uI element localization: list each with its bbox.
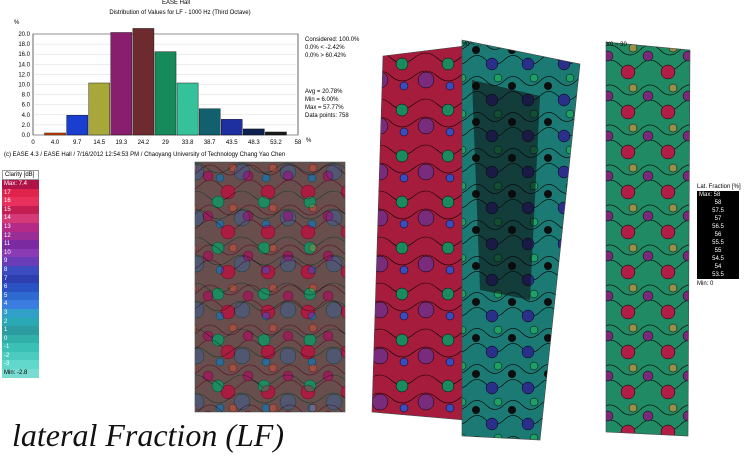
histogram-bar (265, 131, 287, 136)
clarity-scale-level: 2 (2, 317, 39, 327)
lf-color-scale: Lat. Fraction [%] Max: 58 58 57.5 57 56.5 56… (697, 184, 741, 288)
lf-scale-level: 55 (697, 247, 739, 255)
clarity-scale-level: 16 (2, 197, 39, 206)
lf-scale-level: 54.5 (697, 255, 739, 263)
copyright-footer: (c) EASE 4.3 / EASE Hall / 7/16/2012 12:… (4, 152, 286, 158)
histogram-bar (44, 132, 66, 136)
histogram-x-tick: 58 (295, 140, 302, 146)
figure-caption: lateral Fraction (LF) (12, 417, 284, 453)
clarity-scale-max: Max: 7.4 (2, 180, 39, 189)
clarity-color-scale: Clarity [dB] Max: 7.4 17 16 15 14 13 12 11 10 9 8… (2, 170, 39, 378)
histogram-x-tick: 4.0 (51, 140, 60, 146)
lf-scale-level: 53.5 (697, 271, 739, 279)
histogram-y-tick: 10.0 (18, 83, 30, 89)
clarity-scale-level: 13 (2, 222, 39, 232)
histogram-x-tick: 33.8 (182, 140, 194, 146)
clarity-scale-level: 9 (2, 257, 39, 266)
clarity-scale-level: 4 (2, 300, 39, 309)
histogram-x-tick: 0 (31, 140, 35, 146)
histogram-y-unit: % (14, 20, 20, 26)
panel-label-a: Y0 ~ ... (462, 42, 482, 48)
contour-panel-side-a (371, 45, 466, 421)
clarity-scale-level: 5 (2, 291, 39, 301)
lf-scale-max: Max: 58 (697, 191, 739, 199)
clarity-scale-level: 12 (2, 231, 39, 241)
clarity-scale-level: 10 (2, 248, 39, 258)
histogram-y-tick: 14.0 (18, 62, 30, 68)
contour-panel-side-c (605, 41, 691, 437)
clarity-scale-min: Min: -2.8 (2, 369, 39, 378)
lf-scale-level: 57 (697, 215, 739, 223)
panel-label-b: Y0 ~ 30 (606, 42, 628, 48)
histogram-bar (243, 128, 265, 136)
stat-min: Min = 6.00% (305, 97, 339, 103)
contour-panel-side-b (461, 39, 581, 441)
histogram-y-tick: 0.0 (22, 133, 31, 139)
contour-panel-floor (194, 161, 346, 413)
histogram-title: Distribution of Values for LF - 1000 Hz … (109, 10, 251, 16)
stat-max: Max = 57.77% (305, 105, 344, 111)
histogram-y-tick: 20.0 (18, 32, 30, 38)
clarity-scale-level: 1 (2, 326, 39, 335)
histogram-window-title: EASE Hall (162, 0, 191, 6)
histogram-bar (176, 82, 199, 136)
histogram-stats: Considered: 100.0% 0.0% < -2.42% 0.0% > … (305, 36, 359, 60)
stat-above: 0.0% > 60.42% (305, 53, 346, 59)
histogram-y-tick: 4.0 (22, 113, 31, 119)
lf-scale-level: 56.5 (697, 223, 739, 231)
histogram-x-tick: 48.3 (248, 140, 260, 146)
lf-scale-header: Lat. Fraction [%] (697, 184, 741, 190)
clarity-scale-level: -3 (2, 360, 39, 370)
stat-below: 0.0% < -2.42% (305, 45, 345, 51)
clarity-scale-level: 14 (2, 214, 39, 223)
histogram-bar (132, 28, 155, 136)
histogram-y-tick: 2.0 (22, 123, 31, 129)
clarity-scale-level: 11 (2, 240, 39, 249)
stat-avg: Avg = 20.78% (305, 89, 343, 95)
histogram-x-tick: 38.7 (204, 140, 216, 146)
histogram-x-tick: 43.5 (226, 140, 238, 146)
stat-points: Data points: 758 (305, 113, 349, 119)
histogram-bar (88, 82, 110, 136)
histogram-x-tick: 24.2 (138, 140, 150, 146)
clarity-scale-level: -1 (2, 343, 39, 352)
clarity-scale-level: 15 (2, 205, 39, 215)
clarity-scale-level: 3 (2, 308, 39, 318)
histogram-x-tick: 53.2 (270, 140, 282, 146)
clarity-scale-level: 17 (2, 188, 39, 198)
histogram-x-tick: 9.7 (73, 140, 82, 146)
clarity-scale-level: 7 (2, 274, 39, 284)
histogram-x-tick: 29 (162, 140, 169, 146)
lf-scale-level: 56 (697, 231, 739, 239)
histogram-x-unit: % (306, 138, 312, 144)
histogram-y-tick: 18.0 (18, 42, 30, 48)
clarity-scale-level: 0 (2, 334, 39, 344)
lf-scale-level: 55.5 (697, 239, 739, 247)
histogram-bar (154, 51, 177, 136)
histogram-stats-summary: Avg = 20.78% Min = 6.00% Max = 57.77% Da… (305, 88, 349, 120)
lf-scale-min: Min: 0 (697, 281, 714, 287)
histogram-bar (66, 115, 88, 136)
lf-scale-level: 54 (697, 263, 739, 271)
clarity-scale-level: 8 (2, 265, 39, 275)
histogram-bar (198, 108, 221, 136)
histogram-y-tick: 16.0 (18, 52, 30, 58)
histogram-y-tick: 8.0 (22, 93, 31, 99)
histogram-y-tick: 6.0 (22, 103, 31, 109)
histogram-x-tick: 19.3 (115, 140, 127, 146)
lf-scale-level: 57.5 (697, 207, 739, 215)
histogram-y-tick: 12.0 (18, 72, 30, 78)
stat-considered: Considered: 100.0% (305, 37, 360, 43)
histogram-x-tick: 14.5 (93, 140, 105, 146)
clarity-scale-level: 6 (2, 283, 39, 292)
histogram-bar (221, 119, 243, 136)
clarity-scale-header: Clarity [dB] (2, 170, 39, 180)
histogram-bar (110, 32, 133, 136)
clarity-scale-level: -2 (2, 351, 39, 361)
lf-scale-level: 58 (697, 199, 739, 207)
